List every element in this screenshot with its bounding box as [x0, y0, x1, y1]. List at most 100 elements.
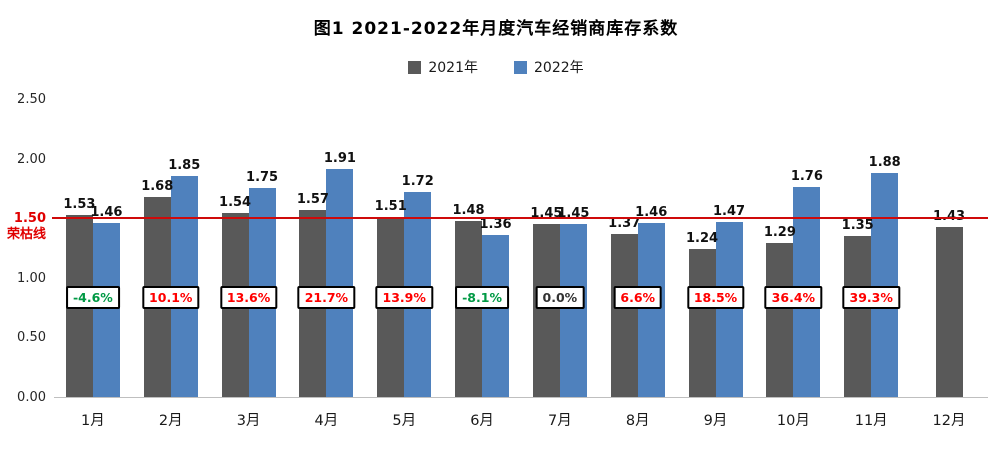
- month-group: 1.57 1.91 21.7%: [287, 100, 365, 397]
- pct-change-badge: 6.6%: [613, 286, 663, 309]
- pct-change-badge: 0.0%: [535, 286, 585, 309]
- plot-area: 1.53 1.46 -4.6% 1.68 1.85 10.1% 1.54 1.75 13.6% 1…: [52, 100, 988, 398]
- bar-pair: 1.57 1.91: [287, 100, 365, 397]
- bar-2022年: [326, 169, 354, 397]
- pct-change-badge: 13.9%: [375, 286, 433, 309]
- y-tick-threshold: 1.50 荣枯线: [6, 211, 46, 243]
- month-group: 1.43: [910, 100, 988, 397]
- bar-2021年: [766, 243, 794, 397]
- bar-2022年: [559, 224, 587, 397]
- x-axis: 1月 2月 3月 4月 5月 6月 7月 8月 9月 10月 11月 12月: [54, 398, 988, 430]
- bar-slot: 1.46: [90, 100, 123, 397]
- bar-value-label: 1.85: [168, 158, 201, 174]
- bar-slot: 1.29: [763, 100, 796, 397]
- bar-2022年: [482, 234, 510, 397]
- x-label: 6月: [470, 413, 494, 429]
- bar-value-label: 1.29: [763, 225, 796, 241]
- bar-slot: 1.54: [219, 100, 252, 397]
- bar-slot: 1.35: [841, 100, 874, 397]
- x-label: 8月: [625, 413, 650, 429]
- pct-change-badge: -8.1%: [455, 286, 509, 309]
- pct-change-badge: 36.4%: [764, 286, 823, 309]
- bar-slot: 1.91: [323, 100, 356, 397]
- bar-value-label: 1.57: [296, 191, 329, 207]
- threshold-line: [52, 217, 988, 220]
- legend-label-2022: 2022年: [534, 60, 584, 76]
- bar-value-label: 1.43: [932, 208, 966, 224]
- bar-pair: 1.45 1.45: [521, 100, 599, 397]
- bar-value-label: 1.91: [323, 151, 356, 167]
- month-group: 1.29 1.76 36.4%: [754, 100, 832, 397]
- y-tick: 0.00: [17, 390, 46, 405]
- bar-slot: 1.75: [246, 100, 279, 397]
- legend-swatch-2022: [514, 60, 527, 74]
- bar-value-label: 1.54: [219, 195, 252, 211]
- month-group: 1.53 1.46 -4.6%: [54, 100, 132, 397]
- x-label: 12月: [932, 413, 966, 429]
- bar-value-label: 1.75: [246, 170, 279, 186]
- bar-2021年: [935, 226, 963, 397]
- x-label: 3月: [236, 413, 261, 429]
- bar-pair: 1.35 1.88: [832, 100, 910, 397]
- month-group: 1.37 1.46 6.6%: [599, 100, 677, 397]
- pct-change-badge: 18.5%: [686, 286, 745, 309]
- bar-slot: 1.88: [868, 100, 901, 397]
- bar-value-label: 1.88: [868, 154, 901, 170]
- bar-2021年: [844, 236, 872, 397]
- bar-slot: 1.68: [141, 100, 173, 397]
- bar-value-label: 1.24: [685, 231, 719, 247]
- legend-swatch-2021: [408, 60, 422, 74]
- x-label: 4月: [314, 413, 339, 429]
- bar-pair: 1.43: [910, 100, 988, 397]
- bar-slot: 1.51: [374, 100, 407, 397]
- bar-value-label: 1.53: [63, 196, 96, 212]
- y-tick: 1.00: [17, 270, 46, 286]
- legend-item-2021: 2021年: [408, 57, 478, 77]
- bar-2022年: [871, 172, 899, 397]
- chart-title: 图1 2021-2022年月度汽车经销商库存系数: [313, 19, 679, 39]
- y-tick: 0.50: [17, 330, 46, 346]
- y-axis: 0.00 0.50 1.00 1.50 荣枯线 2.00 2.50: [0, 92, 54, 405]
- bar-2021年: [688, 249, 716, 397]
- bar-value-label: 1.51: [374, 199, 407, 215]
- x-label: 10月: [776, 413, 810, 429]
- bar-slot: 1.48: [453, 100, 485, 397]
- month-group: 1.51 1.72 13.9%: [365, 100, 443, 397]
- legend: 2021年 2022年: [0, 57, 992, 77]
- bar-slot: 1.45: [557, 100, 589, 397]
- bar-slot: 1.53: [63, 100, 96, 397]
- month-group: 1.54 1.75 13.6%: [210, 100, 288, 397]
- bar-2022年: [715, 221, 743, 397]
- bar-pair: 1.37 1.46: [599, 100, 677, 397]
- bar-pair: 1.51 1.72: [365, 100, 443, 397]
- pct-change-badge: 39.3%: [842, 286, 900, 309]
- bar-value-label: 1.72: [401, 173, 434, 189]
- bar-value-label: 1.76: [790, 169, 823, 185]
- bar-pair: 1.68 1.85: [132, 100, 210, 397]
- bar-pair: 1.53 1.46: [54, 100, 132, 397]
- bar-slot: 1.47: [712, 100, 746, 397]
- month-group: 1.45 1.45 0.0%: [521, 100, 599, 397]
- bar-2022年: [637, 222, 665, 397]
- legend-label-2021: 2021年: [428, 60, 478, 76]
- bar-slot: 1.85: [168, 100, 201, 397]
- bar-slot: 1.43: [932, 100, 966, 397]
- x-label: 9月: [703, 413, 728, 429]
- bar-slot: 1.24: [685, 100, 719, 397]
- pct-change-badge: -4.6%: [65, 286, 120, 309]
- pct-change-badge: 13.6%: [219, 286, 278, 309]
- month-group: 1.68 1.85 10.1%: [132, 100, 210, 397]
- bar-value-label: 1.46: [90, 204, 123, 220]
- month-group: 1.48 1.36 -8.1%: [443, 100, 521, 397]
- bar-2021年: [610, 233, 638, 397]
- bar-value-label: 1.47: [712, 203, 746, 219]
- bar-value-label: 1.37: [608, 215, 641, 231]
- bar-value-label: 1.35: [841, 218, 874, 234]
- bar-slot: 1.46: [635, 100, 668, 397]
- x-label: 7月: [548, 413, 572, 429]
- bar-pair: 1.54 1.75: [210, 100, 288, 397]
- x-label: 5月: [392, 413, 417, 429]
- month-group: 1.35 1.88 39.3%: [832, 100, 910, 397]
- bar-slot: 1.57: [296, 100, 329, 397]
- bar-value-label: 1.46: [635, 204, 668, 220]
